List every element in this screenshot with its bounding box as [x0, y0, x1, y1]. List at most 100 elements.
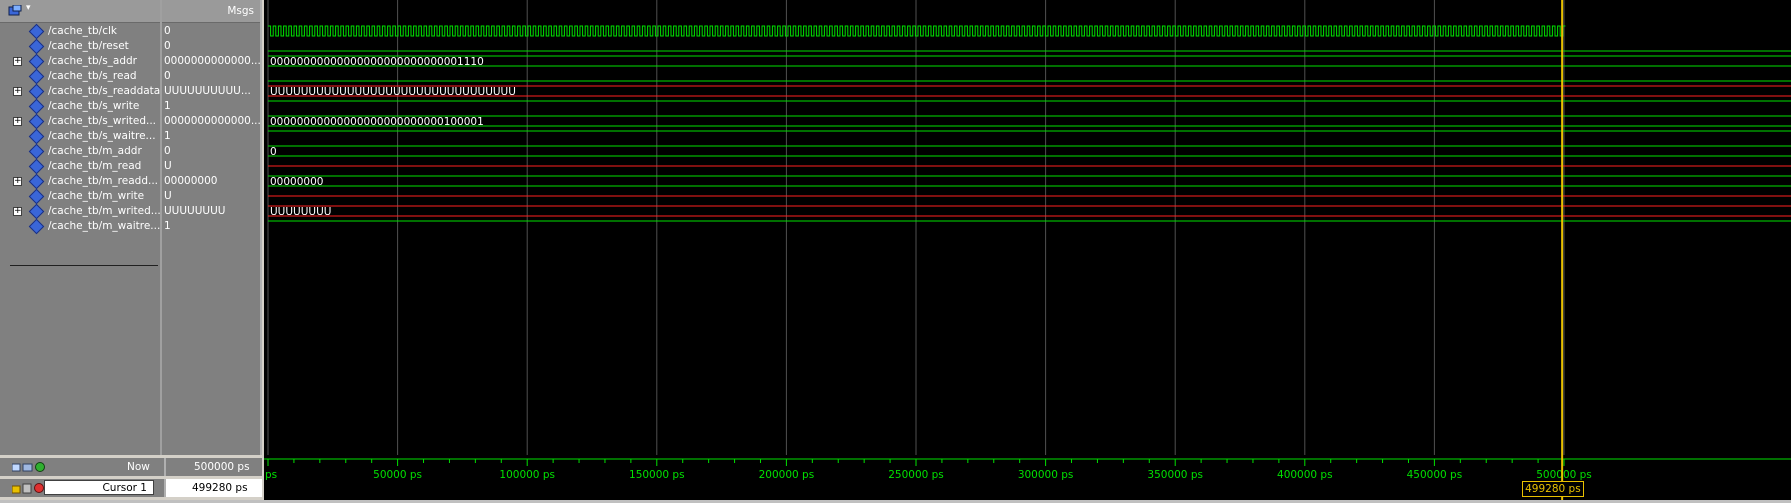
- signal-diamond-icon: [28, 188, 45, 205]
- ruler-tick-label: 200000 ps: [759, 469, 815, 481]
- signal-value-row: 0: [162, 38, 260, 55]
- signal-row[interactable]: /cache_tb/s_write: [0, 98, 160, 115]
- signal-row[interactable]: + /cache_tb/s_readdata: [0, 83, 160, 100]
- signal-row[interactable]: /cache_tb/m_waitre...: [0, 218, 160, 235]
- timeline-ruler[interactable]: ps 50000 ps 100000 ps 150000 ps 200000 ps 250…: [264, 455, 1791, 503]
- signal-row[interactable]: /cache_tb/clk: [0, 23, 160, 40]
- waveform-canvas[interactable]: 00000000000000000000000000001110 UUUUUUUU…: [264, 0, 1791, 455]
- signal-diamond-icon: [28, 83, 45, 100]
- signal-value: 0: [164, 145, 171, 157]
- cursor-time-badge[interactable]: 499280 ps: [1522, 481, 1585, 497]
- cursor-value-text: 499280 ps: [192, 482, 248, 494]
- signal-value-row: UUUUUUUU: [162, 203, 260, 220]
- expand-plus-icon[interactable]: +: [13, 206, 22, 216]
- expand-plus-icon[interactable]: +: [13, 116, 22, 126]
- signal-row[interactable]: + /cache_tb/s_writed...: [0, 113, 160, 130]
- signal-name: /cache_tb/s_write: [48, 100, 140, 112]
- expand-plus-icon[interactable]: +: [13, 86, 22, 96]
- signal-value: 00000000: [164, 175, 218, 187]
- signal-row[interactable]: /cache_tb/s_waitre...: [0, 128, 160, 145]
- signal-value-row: 0: [162, 68, 260, 85]
- timeline-canvas[interactable]: ps 50000 ps 100000 ps 150000 ps 200000 ps 250…: [264, 455, 1791, 503]
- signal-row[interactable]: /cache_tb/m_write: [0, 188, 160, 205]
- ruler-tick-label: 150000 ps: [629, 469, 685, 481]
- signal-row[interactable]: /cache_tb/m_read: [0, 158, 160, 175]
- chevron-down-icon[interactable]: ▾: [26, 3, 31, 13]
- signal-value: 1: [164, 130, 171, 142]
- cursor-badge-text: 499280 ps: [1525, 483, 1581, 495]
- cursor-value[interactable]: 499280 ps: [164, 479, 262, 497]
- bus-value-label: UUUUUUUUUUUUUUUUUUUUUUUUUUUUUUUU: [270, 86, 516, 98]
- signal-value-row: UUUUUUUUUU...: [162, 83, 260, 100]
- values-header: Msgs: [162, 0, 260, 23]
- signal-name: /cache_tb/s_addr: [48, 55, 138, 67]
- signal-value-row: 0000000000000...: [162, 113, 261, 130]
- signal-name: /cache_tb/reset: [48, 40, 129, 52]
- signal-value: UUUUUUUU: [164, 205, 226, 217]
- signal-row[interactable]: + /cache_tb/s_addr: [0, 53, 160, 70]
- signal-row[interactable]: /cache_tb/m_addr: [0, 143, 160, 160]
- expand-plus-icon[interactable]: +: [13, 56, 22, 66]
- signal-name: /cache_tb/clk: [48, 25, 117, 37]
- signal-diamond-icon: [28, 218, 45, 235]
- signal-name: /cache_tb/m_writed...: [48, 205, 161, 217]
- signal-name: /cache_tb/s_read: [48, 70, 137, 82]
- signal-diamond-icon: [28, 203, 45, 220]
- signal-value: UUUUUUUUUU...: [164, 85, 251, 97]
- signal-value-row: U: [162, 158, 260, 175]
- signal-value: 0: [164, 40, 171, 52]
- signal-name: /cache_tb/m_write: [48, 190, 145, 202]
- signal-value: 0: [164, 25, 171, 37]
- expand-plus-icon[interactable]: +: [13, 176, 22, 186]
- signal-value-row: 1: [162, 218, 260, 235]
- signal-value-row: 1: [162, 98, 260, 115]
- bus-value-label: 00000000000000000000000000001110: [270, 56, 484, 68]
- cursor-icons[interactable]: [12, 482, 48, 494]
- signal-value: 0: [164, 70, 171, 82]
- signal-value: U: [164, 190, 172, 202]
- zoom-icons[interactable]: [12, 461, 48, 473]
- signal-diamond-icon: [28, 173, 45, 190]
- waveform-pane[interactable]: 00000000000000000000000000001110 UUUUUUUU…: [264, 0, 1791, 455]
- signal-diamond-icon: [28, 128, 45, 145]
- signal-names-pane: ▾ /cache_tb/clk/cache_tb/reset + /cache_tb…: [0, 0, 162, 455]
- now-value-text: 500000 ps: [194, 461, 250, 473]
- cursor-row: Cursor 1 499280 ps: [0, 479, 262, 497]
- now-row: Now 500000 ps: [0, 458, 262, 476]
- bus-value-label: 0: [270, 146, 277, 158]
- signal-row[interactable]: + /cache_tb/m_writed...: [0, 203, 161, 220]
- signal-diamond-icon: [28, 38, 45, 55]
- horizontal-scrollbar[interactable]: [0, 500, 1791, 503]
- ruler-tick-label: 400000 ps: [1277, 469, 1333, 481]
- signal-row[interactable]: /cache_tb/reset: [0, 38, 160, 55]
- names-header: ▾: [0, 0, 160, 23]
- msgs-label: Msgs: [227, 5, 254, 17]
- now-value: 500000 ps: [164, 458, 262, 476]
- signal-diamond-icon: [28, 68, 45, 85]
- signal-value: U: [164, 160, 172, 172]
- wave-window-icon[interactable]: [8, 5, 22, 17]
- signal-row[interactable]: + /cache_tb/m_readd...: [0, 173, 160, 190]
- signal-value: 1: [164, 100, 171, 112]
- now-label: Now: [127, 461, 150, 473]
- divider: [10, 265, 158, 266]
- ruler-tick-label: 250000 ps: [888, 469, 944, 481]
- signal-value-row: 0: [162, 143, 260, 160]
- signal-name: /cache_tb/m_readd...: [48, 175, 159, 187]
- status-area: Now 500000 ps Cursor 1 499280 ps ps 50000…: [0, 455, 1791, 503]
- bus-value-label: 00000000000000000000000000100001: [270, 116, 484, 128]
- signal-value: 0000000000000...: [164, 55, 261, 67]
- bus-value-label: 00000000: [270, 176, 323, 188]
- signal-name: /cache_tb/s_writed...: [48, 115, 156, 127]
- signal-diamond-icon: [28, 23, 45, 40]
- cursor-name: Cursor 1: [102, 482, 147, 494]
- signal-row[interactable]: /cache_tb/s_read: [0, 68, 160, 85]
- signal-diamond-icon: [28, 143, 45, 160]
- signal-value-row: 0: [162, 23, 260, 40]
- ruler-tick-label: 350000 ps: [1147, 469, 1203, 481]
- cursor-name-field[interactable]: Cursor 1: [44, 480, 154, 495]
- signal-value: 1: [164, 220, 171, 232]
- signal-name: /cache_tb/m_waitre...: [48, 220, 161, 232]
- signal-name: /cache_tb/m_read: [48, 160, 142, 172]
